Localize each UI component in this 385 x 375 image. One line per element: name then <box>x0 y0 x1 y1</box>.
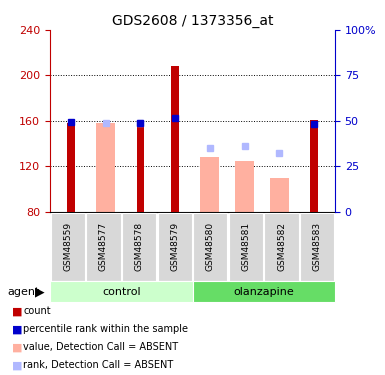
Text: GSM48579: GSM48579 <box>170 222 179 271</box>
Text: GSM48583: GSM48583 <box>313 222 321 271</box>
Text: GSM48559: GSM48559 <box>64 222 72 271</box>
Text: count: count <box>23 306 51 316</box>
Bar <box>171 66 179 212</box>
Title: GDS2608 / 1373356_at: GDS2608 / 1373356_at <box>112 13 273 28</box>
Text: rank, Detection Call = ABSENT: rank, Detection Call = ABSENT <box>23 360 173 370</box>
Text: ■: ■ <box>12 342 22 352</box>
Text: GSM48582: GSM48582 <box>277 222 286 271</box>
Bar <box>270 178 289 212</box>
Text: GSM48577: GSM48577 <box>99 222 108 271</box>
Bar <box>67 123 75 212</box>
Bar <box>310 120 318 212</box>
Text: agent: agent <box>8 286 40 297</box>
Text: GSM48581: GSM48581 <box>241 222 250 271</box>
Text: ■: ■ <box>12 324 22 334</box>
Text: olanzapine: olanzapine <box>233 286 294 297</box>
Bar <box>137 127 144 212</box>
Text: value, Detection Call = ABSENT: value, Detection Call = ABSENT <box>23 342 178 352</box>
Text: ■: ■ <box>12 360 22 370</box>
Text: GSM48578: GSM48578 <box>135 222 144 271</box>
Bar <box>235 161 254 212</box>
Text: control: control <box>102 286 141 297</box>
Bar <box>96 123 115 212</box>
Text: ▶: ▶ <box>35 285 44 298</box>
Text: GSM48580: GSM48580 <box>206 222 215 271</box>
Text: ■: ■ <box>12 306 22 316</box>
Text: percentile rank within the sample: percentile rank within the sample <box>23 324 188 334</box>
Bar <box>200 158 219 212</box>
